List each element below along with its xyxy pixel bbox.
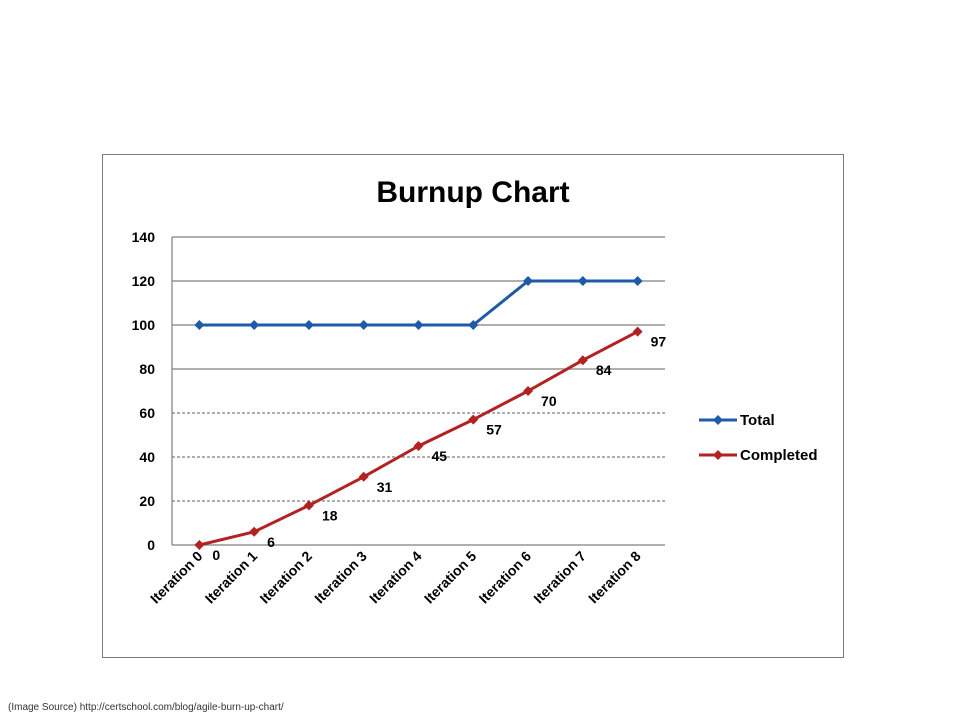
x-tick-label: Iteration 1 [202,548,261,607]
data-label-completed: 57 [486,422,502,438]
y-tick-label: 60 [139,405,155,421]
data-label-completed: 18 [322,507,338,523]
data-point-total [249,320,260,330]
series-markers [194,276,643,550]
series-line-completed [199,330,639,547]
chart-title: Burnup Chart [376,176,569,209]
legend-label-total: Total [740,412,775,429]
burnup-chart: Burnup Chart 020406080100120140Iteration… [132,176,818,606]
series-line-total [199,279,638,327]
data-point-total [468,320,479,330]
data-point-total [632,276,643,286]
data-label-completed: 84 [596,362,612,378]
data-labels: 0 6 18 31 45 57 70 84 97 [212,334,666,563]
legend-label-completed: Completed [740,447,818,464]
data-point-total [358,320,369,330]
x-tick-label: Iteration 4 [366,548,425,607]
data-label-completed: 70 [541,393,557,409]
data-point-completed [523,386,534,396]
data-point-completed [413,441,424,451]
data-label-completed: 0 [212,547,220,563]
legend: Total Completed [699,412,818,464]
y-tick-label: 120 [132,273,156,289]
data-point-completed [358,471,369,482]
legend-marker-completed [713,450,723,460]
x-tick-label: Iteration 6 [476,548,535,607]
data-point-total [413,320,424,330]
legend-marker-total [713,415,723,425]
data-label-completed: 6 [267,534,275,550]
x-tick-label: Iteration 3 [311,548,370,607]
data-point-completed [194,540,205,550]
data-point-completed [468,414,479,425]
data-point-completed [303,500,314,511]
x-tick-label: Iteration 5 [421,548,480,607]
data-label-completed: 97 [651,334,667,350]
data-point-completed [249,526,260,537]
x-tick-label: Iteration 0 [147,548,206,607]
y-tick-label: 100 [132,317,156,333]
y-tick-label: 0 [147,537,155,553]
image-source-caption: (Image Source) http://certschool.com/blo… [8,702,284,713]
data-point-completed [577,355,588,366]
data-point-total [194,320,205,330]
data-point-total [303,320,314,330]
y-tick-label: 80 [139,361,155,377]
data-point-completed [632,326,643,337]
x-tick-label: Iteration 7 [530,548,589,607]
data-point-total [523,276,534,286]
data-label-completed: 31 [377,479,393,495]
x-tick-label: Iteration 8 [585,548,644,607]
x-tick-label: Iteration 2 [256,548,315,607]
gridlines [172,236,665,546]
chart-frame: Burnup Chart 0 20 40 60 80 100 120 140 Iteration… [102,154,844,658]
y-tick-label: 40 [139,449,155,465]
y-tick-label: 140 [132,229,156,245]
data-point-total [577,276,588,286]
y-tick-label: 20 [139,493,155,509]
data-label-completed: 45 [432,448,448,464]
